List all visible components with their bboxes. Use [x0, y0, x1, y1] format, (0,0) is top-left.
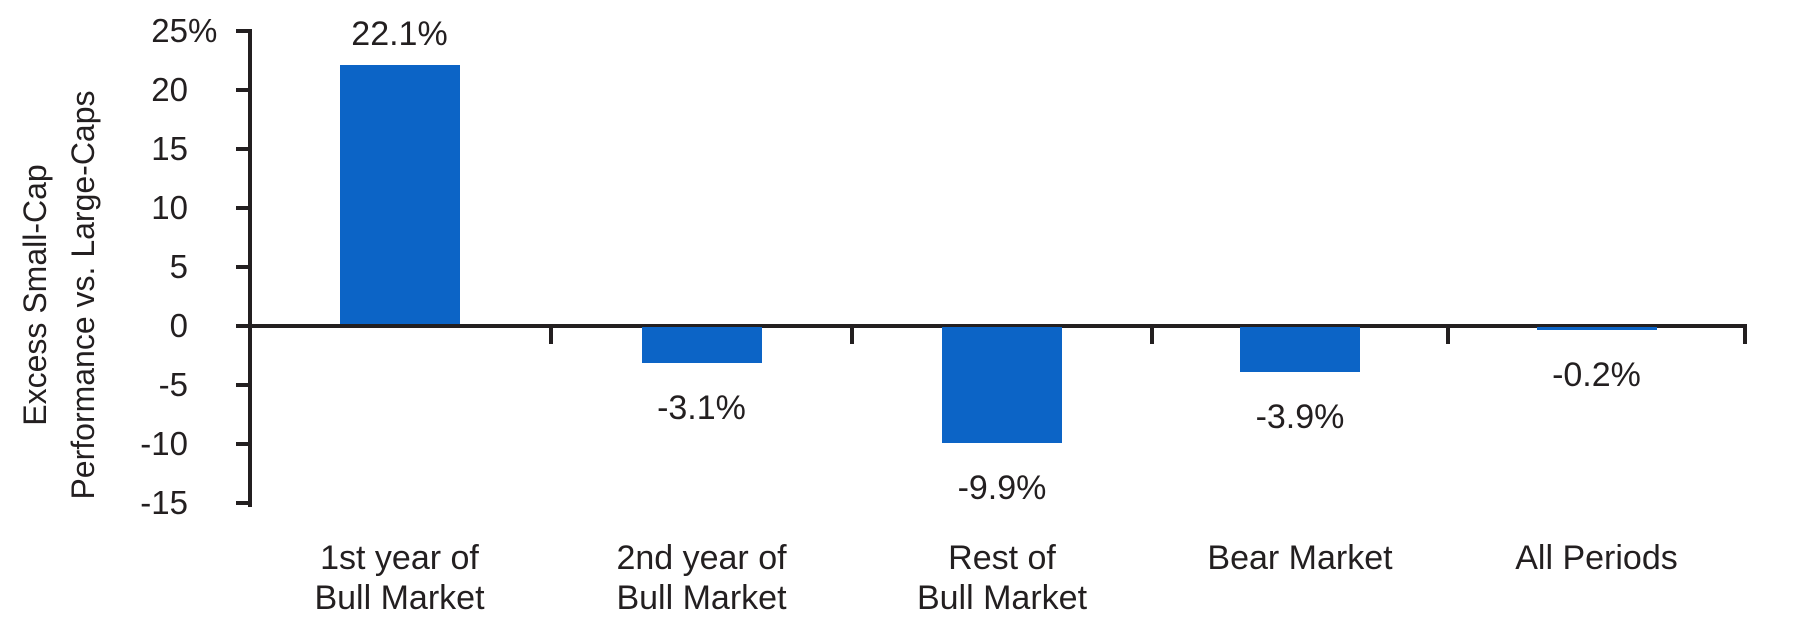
category-label-line1: 2nd year of: [616, 539, 787, 577]
y-tick-label-0: 0: [169, 307, 188, 344]
bar-all-periods: [1536, 327, 1657, 330]
y-tick-mark-15: [236, 501, 248, 505]
category-label-line1: Rest of: [948, 539, 1056, 577]
y-axis-title: Excess Small-Cap Performance vs. Large-C…: [11, 0, 107, 605]
bar-1st-year-of-bull-market: [339, 65, 460, 324]
y-tick-mark-5: [236, 383, 248, 387]
y-axis-title-line1: Excess Small-Cap: [17, 164, 53, 426]
x-tick-mark-3: [1150, 328, 1154, 344]
x-tick-mark-2: [850, 328, 854, 344]
bar-value-label-all-periods: -0.2%: [1552, 356, 1641, 394]
category-label-bear-market: Bear Market: [1150, 538, 1450, 578]
bar-rest-of-bull-market: [942, 327, 1062, 443]
category-label-line1: Bear Market: [1207, 539, 1393, 577]
category-label-line2: Bull Market: [314, 579, 485, 617]
y-tick-label-5: -5: [158, 366, 188, 403]
y-tick-mark-5: [236, 265, 248, 269]
x-tick-mark-4: [1446, 328, 1450, 344]
category-label-2nd-year-of-bull-market: 2nd year of Bull Market: [552, 538, 852, 618]
y-tick-label-25: 25%: [151, 12, 218, 49]
category-label-line2: Bull Market: [916, 579, 1088, 617]
y-tick-label-20: 20: [151, 71, 188, 108]
category-label-rest-of-bull-market: Rest of Bull Market: [852, 538, 1152, 618]
x-tick-mark-5: [1743, 328, 1747, 344]
y-tick-label-5: 5: [169, 248, 188, 285]
bar-value-label-1st-year-of-bull-market: 22.1%: [351, 15, 448, 53]
category-label-1st-year-of-bull-market: 1st year of Bull Market: [250, 538, 550, 618]
y-tick-label-10: -10: [140, 425, 188, 462]
y-tick-mark-25: [236, 29, 248, 33]
y-tick-suffix-percent: %: [188, 12, 218, 49]
x-tick-mark-1: [549, 328, 553, 344]
category-label-line1: 1st year of: [320, 539, 479, 577]
category-label-all-periods: All Periods: [1447, 538, 1747, 578]
y-tick-mark-15: [236, 147, 248, 151]
category-label-line2: Bull Market: [616, 579, 787, 617]
bar-value-label-2nd-year-of-bull-market: -3.1%: [657, 389, 746, 427]
y-tick-mark-10: [236, 206, 248, 210]
x-axis-line: [248, 324, 1747, 328]
y-axis-title-line2: Performance vs. Large-Caps: [65, 90, 101, 500]
y-tick-mark-20: [236, 88, 248, 92]
bar-value-label-bear-market: -3.9%: [1255, 398, 1345, 436]
y-tick-label-10: 10: [151, 189, 188, 226]
y-tick-label-15: 15: [151, 130, 188, 167]
y-tick-mark-10: [236, 442, 248, 446]
bar-2nd-year-of-bull-market: [641, 327, 762, 363]
y-axis-line: [248, 29, 252, 507]
bar-value-label-rest-of-bull-market: -9.9%: [957, 469, 1047, 507]
y-tick-label-15: -15: [140, 484, 188, 521]
bar-bear-market: [1240, 327, 1360, 372]
y-tick-mark-0: [236, 324, 248, 328]
category-label-line1: All Periods: [1515, 539, 1678, 577]
